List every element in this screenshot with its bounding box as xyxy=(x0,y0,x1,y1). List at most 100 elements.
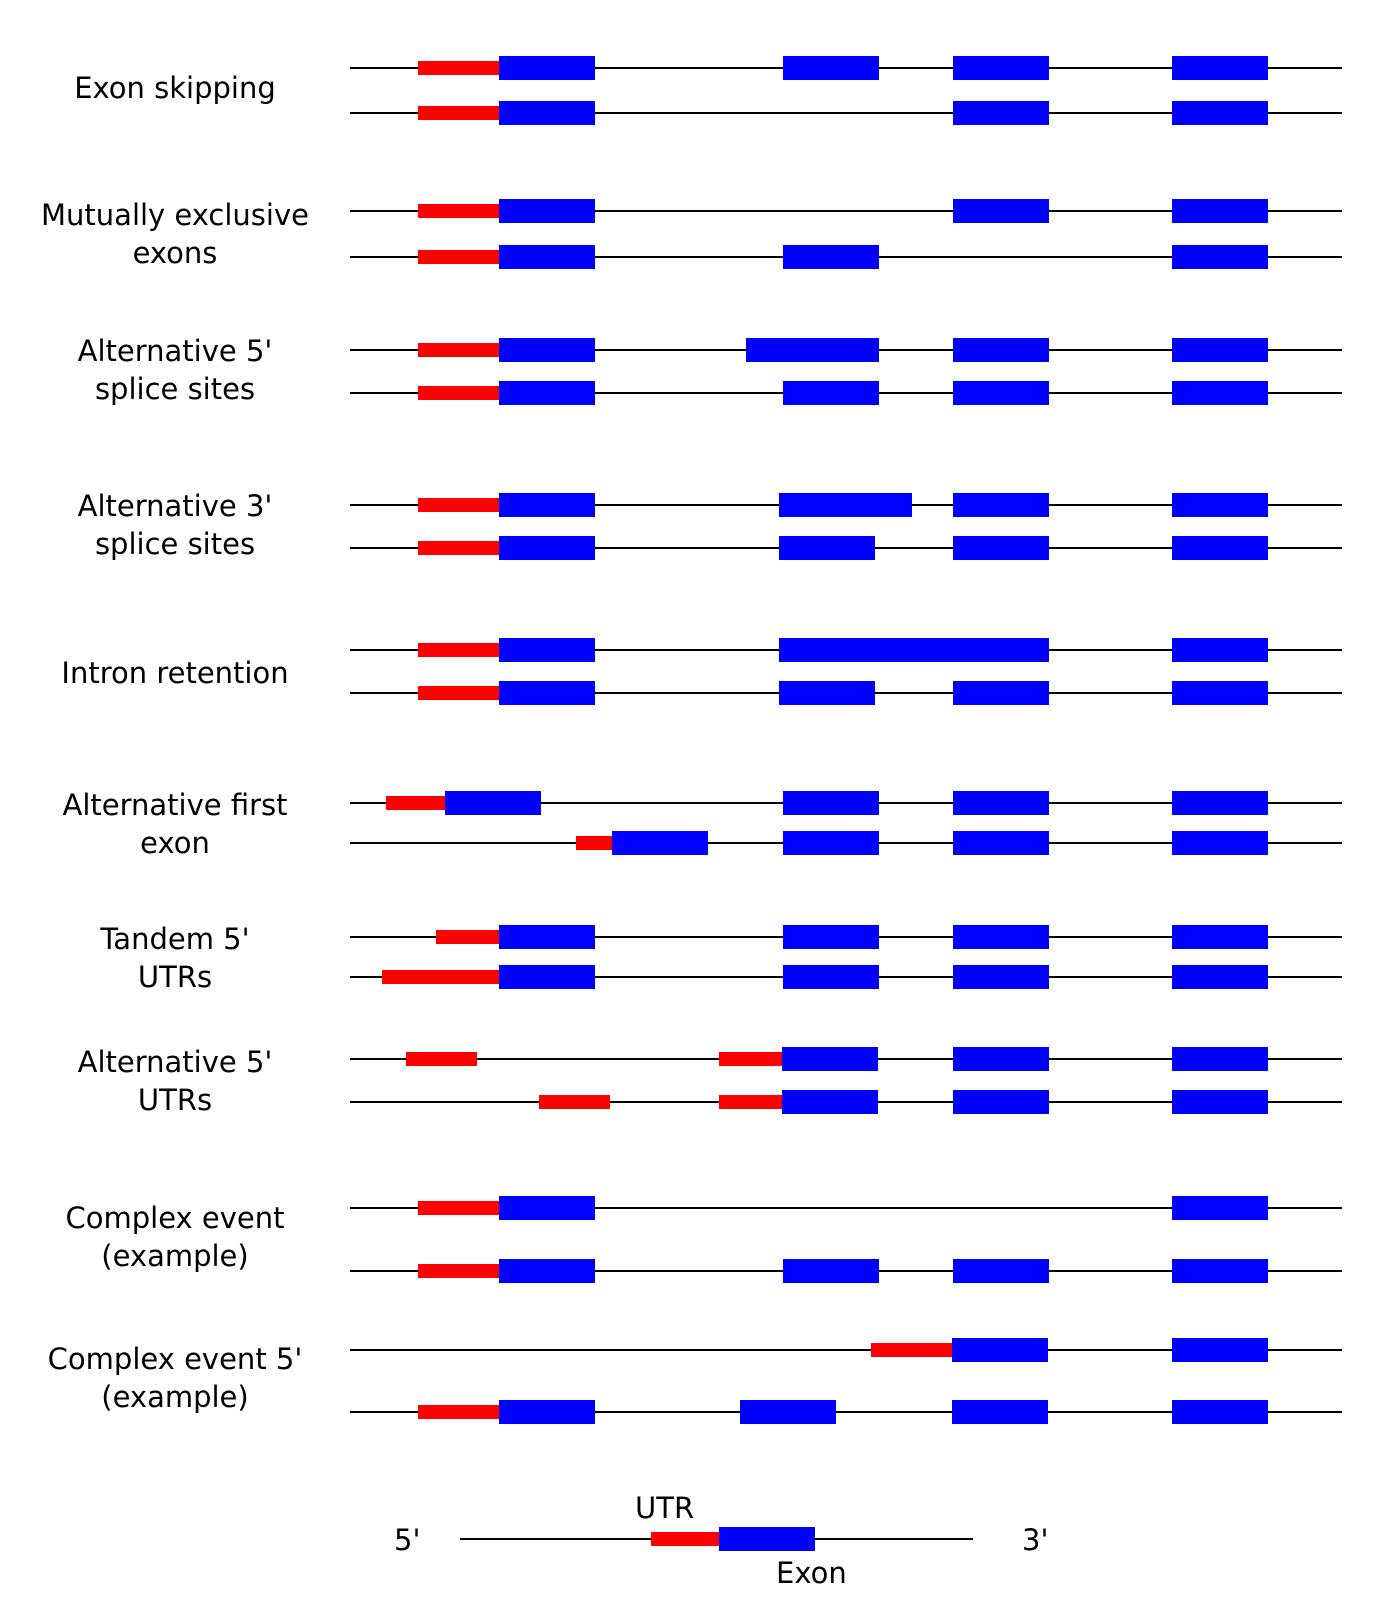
exon-block xyxy=(953,1090,1049,1114)
exon-block xyxy=(953,1259,1049,1283)
event-label: Complex event (example) xyxy=(65,1201,284,1273)
event-label-line: Complex event xyxy=(65,1201,284,1235)
event-label: Exon skipping xyxy=(74,71,276,105)
exon-block xyxy=(779,638,1049,662)
exon-block xyxy=(953,493,1049,517)
utr-segment xyxy=(418,250,499,264)
exon-block xyxy=(1172,381,1268,405)
transcript-track xyxy=(350,101,1342,125)
exon-block xyxy=(953,56,1049,80)
exon-block xyxy=(1172,638,1268,662)
legend-utr-segment xyxy=(651,1532,719,1546)
event-label: Alternative 5' splice sites xyxy=(78,334,273,406)
transcript-track xyxy=(350,245,1342,269)
legend-exon-block xyxy=(719,1527,815,1551)
transcript-track xyxy=(350,1259,1342,1283)
event-label: Tandem 5' UTRs xyxy=(99,922,249,994)
exon-block xyxy=(783,56,879,80)
event-label-line: Alternative 3' xyxy=(78,489,273,523)
utr-segment xyxy=(871,1343,952,1357)
exon-block xyxy=(499,56,595,80)
utr-segment xyxy=(418,1264,499,1278)
exon-block xyxy=(1172,965,1268,989)
transcript-track xyxy=(350,638,1342,662)
transcript-track xyxy=(350,831,1342,855)
exon-block xyxy=(1172,338,1268,362)
exon-block xyxy=(783,1259,879,1283)
event-label-line: splice sites xyxy=(95,527,255,561)
exon-block xyxy=(953,338,1049,362)
exon-block xyxy=(953,199,1049,223)
exon-block xyxy=(1172,536,1268,560)
exon-block xyxy=(499,381,595,405)
exon-block xyxy=(499,338,595,362)
event-label: Complex event 5' (example) xyxy=(48,1342,303,1414)
event-label: Alternative first exon xyxy=(63,788,288,860)
transcript-track xyxy=(350,56,1342,80)
utr-segment xyxy=(418,343,499,357)
transcript-track xyxy=(350,965,1342,989)
exon-block xyxy=(746,338,879,362)
exon-block xyxy=(953,925,1049,949)
exon-block xyxy=(783,791,879,815)
transcript-track xyxy=(350,493,1342,517)
utr-segment xyxy=(719,1052,782,1066)
transcript-track xyxy=(350,681,1342,705)
utr-segment xyxy=(576,836,612,850)
exon-block xyxy=(499,536,595,560)
event-label-line: Alternative first xyxy=(63,788,288,822)
exon-block xyxy=(499,681,595,705)
exon-block xyxy=(779,536,875,560)
exon-block xyxy=(445,791,541,815)
event-label: Alternative 5' UTRs xyxy=(78,1045,273,1117)
utr-segment xyxy=(418,61,499,75)
utr-segment xyxy=(418,106,499,120)
event-label: Alternative 3' splice sites xyxy=(78,489,273,561)
exon-block xyxy=(953,965,1049,989)
exon-block xyxy=(953,536,1049,560)
exon-block xyxy=(1172,1400,1268,1424)
transcript-track xyxy=(350,791,1342,815)
exon-block xyxy=(953,1047,1049,1071)
exon-block xyxy=(612,831,708,855)
exon-block xyxy=(499,1259,595,1283)
event-label-line: Alternative 5' xyxy=(78,1045,273,1079)
exon-block xyxy=(740,1400,836,1424)
exon-block xyxy=(1172,493,1268,517)
exon-block xyxy=(499,1400,595,1424)
utr-segment xyxy=(386,796,445,810)
exon-block xyxy=(783,245,879,269)
exon-block xyxy=(782,1090,878,1114)
exon-block xyxy=(499,965,595,989)
utr-segment xyxy=(539,1095,610,1109)
utr-segment xyxy=(382,970,499,984)
exon-block xyxy=(783,925,879,949)
transcript-track xyxy=(350,199,1342,223)
transcript-track xyxy=(350,338,1342,362)
utr-segment xyxy=(418,643,499,657)
legend-utr-label: UTR xyxy=(635,1491,694,1525)
utr-segment xyxy=(719,1095,782,1109)
exon-block xyxy=(952,1338,1048,1362)
transcript-track xyxy=(350,536,1342,560)
utr-segment xyxy=(436,930,499,944)
exon-block xyxy=(953,681,1049,705)
exon-block xyxy=(783,965,879,989)
exon-block xyxy=(499,925,595,949)
legend-three-prime: 3' xyxy=(1022,1523,1048,1557)
event-label-line: (example) xyxy=(101,1239,248,1273)
exon-block xyxy=(499,245,595,269)
legend-five-prime: 5' xyxy=(394,1523,420,1557)
utr-segment xyxy=(406,1052,477,1066)
event-label-line: Tandem 5' xyxy=(99,922,249,956)
exon-block xyxy=(1172,681,1268,705)
event-label-line: splice sites xyxy=(95,372,255,406)
exon-block xyxy=(953,791,1049,815)
transcript-track xyxy=(350,1196,1342,1220)
transcript-track xyxy=(350,925,1342,949)
exon-block xyxy=(1172,831,1268,855)
exon-block xyxy=(783,381,879,405)
transcript-track xyxy=(350,381,1342,405)
event-label-line: Complex event 5' xyxy=(48,1342,303,1376)
